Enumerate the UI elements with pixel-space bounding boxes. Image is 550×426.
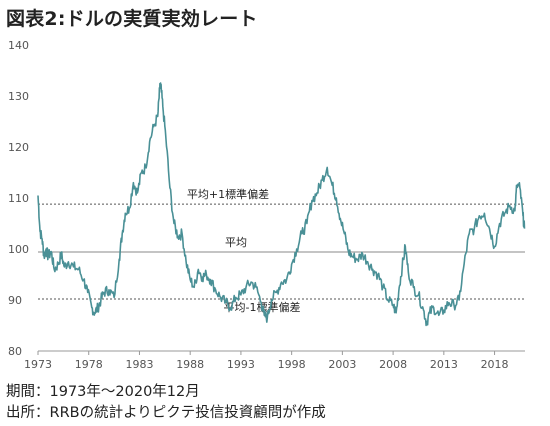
y-tick-label: 140 (8, 39, 29, 52)
y-tick-label: 80 (8, 345, 22, 358)
x-tick-label: 1973 (24, 358, 52, 371)
y-tick-label: 120 (8, 141, 29, 154)
reference-line-label: 平均+1標準偏差 (187, 187, 269, 201)
reference-line-label: 平均 (225, 236, 247, 249)
x-axis: 1973 1978 1983 1988 1993 1998 2003 2008 2013 2018 (24, 350, 525, 371)
x-tick-label: 2013 (430, 358, 458, 371)
y-axis-tick-labels: 80 90 100 110 120 130 140 (8, 39, 29, 358)
x-tick-label: 1978 (75, 358, 103, 371)
x-tick-label: 1998 (278, 358, 306, 371)
x-tick-label: 2008 (379, 358, 407, 371)
y-tick-label: 100 (8, 243, 29, 256)
series-layer (37, 82, 526, 327)
chart-title: 図表2:ドルの実質実効レート (6, 8, 258, 30)
x-tick-label: 1983 (125, 358, 153, 371)
period-note: 期間：1973年～2020年12月 (6, 384, 200, 400)
y-tick-label: 130 (8, 90, 29, 103)
y-tick-label: 90 (8, 294, 22, 307)
series-line (37, 82, 526, 327)
x-tick-label: 2018 (481, 358, 509, 371)
x-tick-label: 2003 (328, 358, 356, 371)
x-tick-label: 1993 (227, 358, 255, 371)
y-tick-label: 110 (8, 192, 29, 205)
x-tick-label: 1988 (176, 358, 204, 371)
source-note: 出所：RRBの統計よりピクテ投信投資顧問が作成 (6, 405, 326, 421)
